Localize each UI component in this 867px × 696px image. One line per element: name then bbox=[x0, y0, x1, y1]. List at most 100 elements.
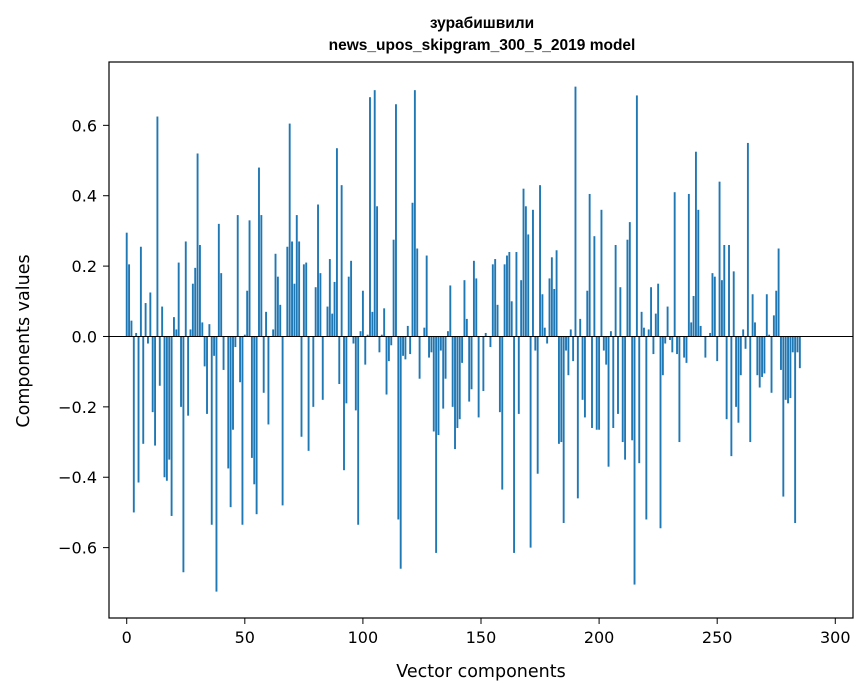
bar-203 bbox=[605, 336, 608, 365]
bar-258 bbox=[735, 336, 738, 407]
bar-35 bbox=[208, 324, 211, 337]
bar-195 bbox=[586, 290, 589, 337]
bar-282 bbox=[791, 336, 794, 353]
bar-179 bbox=[548, 278, 551, 337]
bar-107 bbox=[378, 336, 381, 353]
bar-19 bbox=[170, 336, 173, 516]
bar-160 bbox=[503, 264, 506, 337]
bar-175 bbox=[539, 185, 541, 337]
bar-55 bbox=[255, 336, 258, 515]
bar-261 bbox=[742, 329, 745, 337]
bar-212 bbox=[626, 239, 629, 337]
bar-184 bbox=[560, 336, 563, 443]
bar-168 bbox=[522, 188, 525, 337]
bar-221 bbox=[647, 329, 650, 337]
chart-title-line2: news_upos_skipgram_300_5_2019 model bbox=[329, 37, 636, 54]
bar-109 bbox=[383, 308, 386, 337]
bar-278 bbox=[782, 336, 785, 497]
bar-49 bbox=[241, 336, 244, 525]
bar-252 bbox=[720, 280, 723, 337]
bar-255 bbox=[728, 244, 730, 337]
bar-26 bbox=[187, 336, 190, 416]
bar-86 bbox=[328, 259, 331, 337]
bar-24 bbox=[182, 336, 185, 573]
bar-73 bbox=[298, 241, 301, 337]
bar-68 bbox=[286, 246, 289, 337]
bar-249 bbox=[713, 276, 716, 337]
bar-45 bbox=[232, 336, 234, 430]
bar-15 bbox=[161, 306, 164, 337]
bar-8 bbox=[144, 303, 147, 337]
bar-10 bbox=[149, 292, 152, 337]
bar-91 bbox=[340, 185, 343, 337]
x-axis-ticks: 0 50 100 150 200 250 300 bbox=[122, 618, 851, 647]
x-tick-label: 50 bbox=[235, 628, 255, 647]
bar-14 bbox=[158, 336, 161, 386]
bar-222 bbox=[650, 287, 652, 337]
bar-108 bbox=[380, 334, 383, 337]
bar-72 bbox=[295, 215, 298, 337]
bar-281 bbox=[789, 336, 792, 399]
bar-169 bbox=[524, 206, 527, 337]
bar-7 bbox=[142, 336, 145, 444]
bar-48 bbox=[239, 336, 242, 383]
bar-57 bbox=[260, 215, 263, 337]
bar-190 bbox=[574, 86, 577, 337]
bar-0 bbox=[125, 232, 128, 337]
bar-140 bbox=[456, 336, 459, 428]
bar-263 bbox=[746, 142, 749, 337]
bar-216 bbox=[635, 95, 638, 337]
bar-173 bbox=[534, 336, 537, 351]
bar-20 bbox=[173, 317, 175, 337]
bar-18 bbox=[168, 336, 171, 460]
bar-16 bbox=[163, 336, 166, 478]
bar-194 bbox=[583, 336, 586, 418]
bar-130 bbox=[432, 336, 435, 432]
bar-250 bbox=[716, 336, 719, 362]
bar-144 bbox=[465, 318, 468, 337]
bar-82 bbox=[319, 273, 322, 337]
bar-254 bbox=[725, 336, 728, 420]
bar-95 bbox=[350, 260, 353, 337]
y-tick-label: −0.6 bbox=[58, 539, 97, 558]
bar-164 bbox=[513, 336, 516, 553]
bar-251 bbox=[718, 181, 721, 337]
y-tick-label: 0.0 bbox=[72, 327, 97, 346]
y-tick-label: −0.4 bbox=[58, 468, 97, 487]
bar-83 bbox=[321, 336, 324, 400]
bar-112 bbox=[390, 336, 393, 346]
bar-223 bbox=[652, 336, 655, 355]
bar-253 bbox=[723, 244, 726, 337]
bar-280 bbox=[787, 336, 789, 404]
bar-114 bbox=[395, 104, 397, 337]
bar-132 bbox=[437, 336, 440, 436]
bar-276 bbox=[777, 248, 780, 337]
bar-206 bbox=[612, 336, 615, 428]
bar-229 bbox=[666, 306, 669, 337]
bar-22 bbox=[177, 262, 180, 337]
bar-110 bbox=[385, 336, 388, 395]
bar-63 bbox=[274, 253, 277, 337]
bar-166 bbox=[517, 336, 520, 414]
y-tick-label: 0.6 bbox=[72, 116, 97, 135]
bar-34 bbox=[206, 336, 208, 414]
x-tick-label: 150 bbox=[466, 628, 497, 647]
bar-66 bbox=[281, 336, 284, 506]
bar-239 bbox=[690, 322, 693, 337]
bar-162 bbox=[508, 252, 511, 337]
bar-53 bbox=[250, 336, 253, 458]
bar-76 bbox=[305, 262, 308, 337]
bar-200 bbox=[598, 336, 601, 430]
bar-185 bbox=[562, 336, 565, 523]
bar-5 bbox=[137, 336, 140, 483]
bar-208 bbox=[617, 336, 619, 414]
bar-217 bbox=[638, 336, 641, 464]
bar-172 bbox=[532, 209, 534, 337]
bar-120 bbox=[409, 336, 412, 355]
bar-209 bbox=[619, 287, 622, 337]
bar-202 bbox=[602, 336, 605, 351]
bar-273 bbox=[770, 336, 773, 393]
bar-46 bbox=[234, 336, 237, 348]
bar-77 bbox=[307, 336, 310, 451]
